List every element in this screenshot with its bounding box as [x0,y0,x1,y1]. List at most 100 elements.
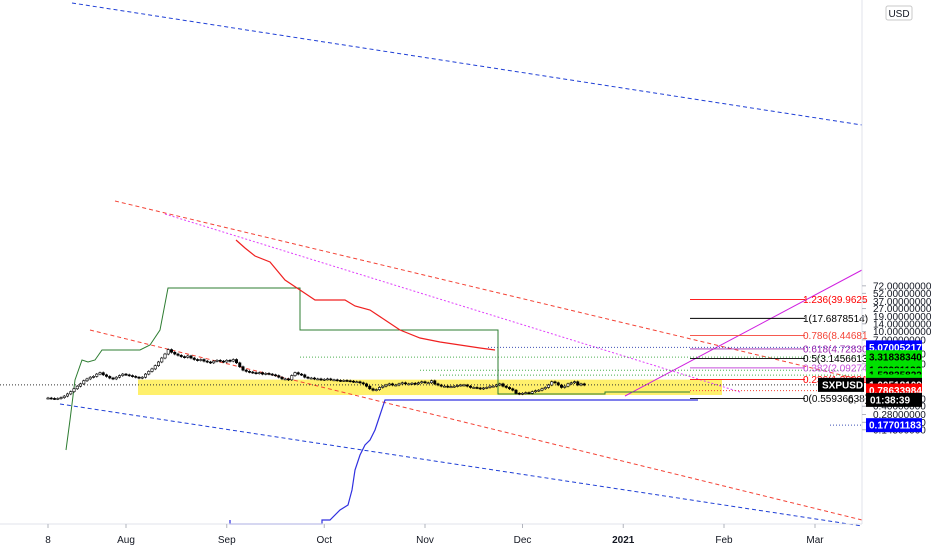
candle [455,385,459,387]
candle [465,384,469,387]
price-tag-box [866,418,922,433]
candle [108,376,112,379]
candle [553,381,557,384]
candle [218,360,222,362]
candle [316,378,320,381]
magenta-trendline [624,269,863,397]
candle [563,385,567,388]
candle [267,373,271,375]
fib-level-label: 0.382(2.09274 [803,363,868,374]
candle [114,376,118,380]
candle [270,373,274,376]
candle [351,380,355,383]
price-tick-label: 27.00000000 [873,304,932,315]
candle [286,378,290,381]
candle [582,383,586,386]
candle [374,389,378,391]
candle [514,389,518,394]
fib-level-label: 0.618(4.72830 [803,344,868,355]
time-tick-label: Nov [416,535,434,546]
support-resistance-zone [138,379,722,395]
candle [439,384,443,387]
candle [527,392,531,394]
price-tag-label: 0.17701183 [869,421,922,432]
candle [150,368,154,372]
candle [254,372,258,374]
time-tick-label: Dec [514,535,532,546]
candle [475,387,479,389]
candle [127,374,131,377]
candle [468,385,472,388]
candle [537,389,541,392]
candle [488,385,492,388]
time-axis[interactable]: 8 Aug Sep Oct Nov Dec 2021 Feb Mar [0,523,862,546]
candle [293,372,297,376]
candle [452,385,456,388]
time-tick-label: Oct [316,535,332,546]
fib-level-label: 0.786(8.44681 [803,331,868,342]
candle [222,360,226,363]
time-tick-label: 8 [45,535,51,546]
candle [481,387,485,390]
candle [140,376,144,379]
candle [423,381,427,384]
candle [416,382,420,385]
candle [251,371,255,374]
candle [413,382,417,385]
candle [410,382,414,385]
candle [543,387,547,390]
candle [433,380,437,385]
candle [121,373,125,376]
candle [540,388,544,391]
candle [303,374,307,378]
candle [260,372,264,375]
price-axis[interactable]: USD 72.0000000052.0000000037.0000000027.… [861,0,932,524]
candle [511,388,515,391]
candle [241,366,245,371]
candle [400,382,404,385]
fib-level-label: 0.5(3.1456613 [803,354,868,365]
blue-indicator-line [229,399,698,525]
candle [335,379,339,382]
candle [504,385,508,388]
candle [244,369,248,372]
symbol-tag-label: SXPUSD [822,380,863,391]
candle [566,383,570,387]
candle [290,375,294,381]
candle [248,371,252,373]
price-tag-label: 5.07005217 [869,343,922,354]
candle [118,375,122,378]
candle [485,387,489,389]
candle [144,373,148,378]
candle [332,379,336,382]
candle [299,373,303,376]
candle [371,388,375,391]
candle [498,383,502,386]
candle [345,380,349,382]
candle [533,390,537,393]
price-tick-label: 10.00000000 [873,327,932,338]
candle [306,376,310,379]
symbol-tag-box [818,377,864,392]
candle [572,381,576,384]
candle [368,385,372,390]
candle [166,349,170,355]
candle [153,365,157,370]
candle [309,377,313,380]
candle [199,359,203,361]
candle [62,395,66,398]
candle [559,384,563,388]
candle [75,385,79,390]
candle [82,380,86,385]
candle [225,360,229,363]
candle [277,375,281,378]
candle [355,381,359,384]
candle [442,385,446,388]
candle [157,361,161,366]
chart-overlays [0,2,863,527]
candle [361,382,365,385]
candle [49,397,53,400]
magenta-dotted-line [164,213,741,393]
candle [56,398,60,400]
